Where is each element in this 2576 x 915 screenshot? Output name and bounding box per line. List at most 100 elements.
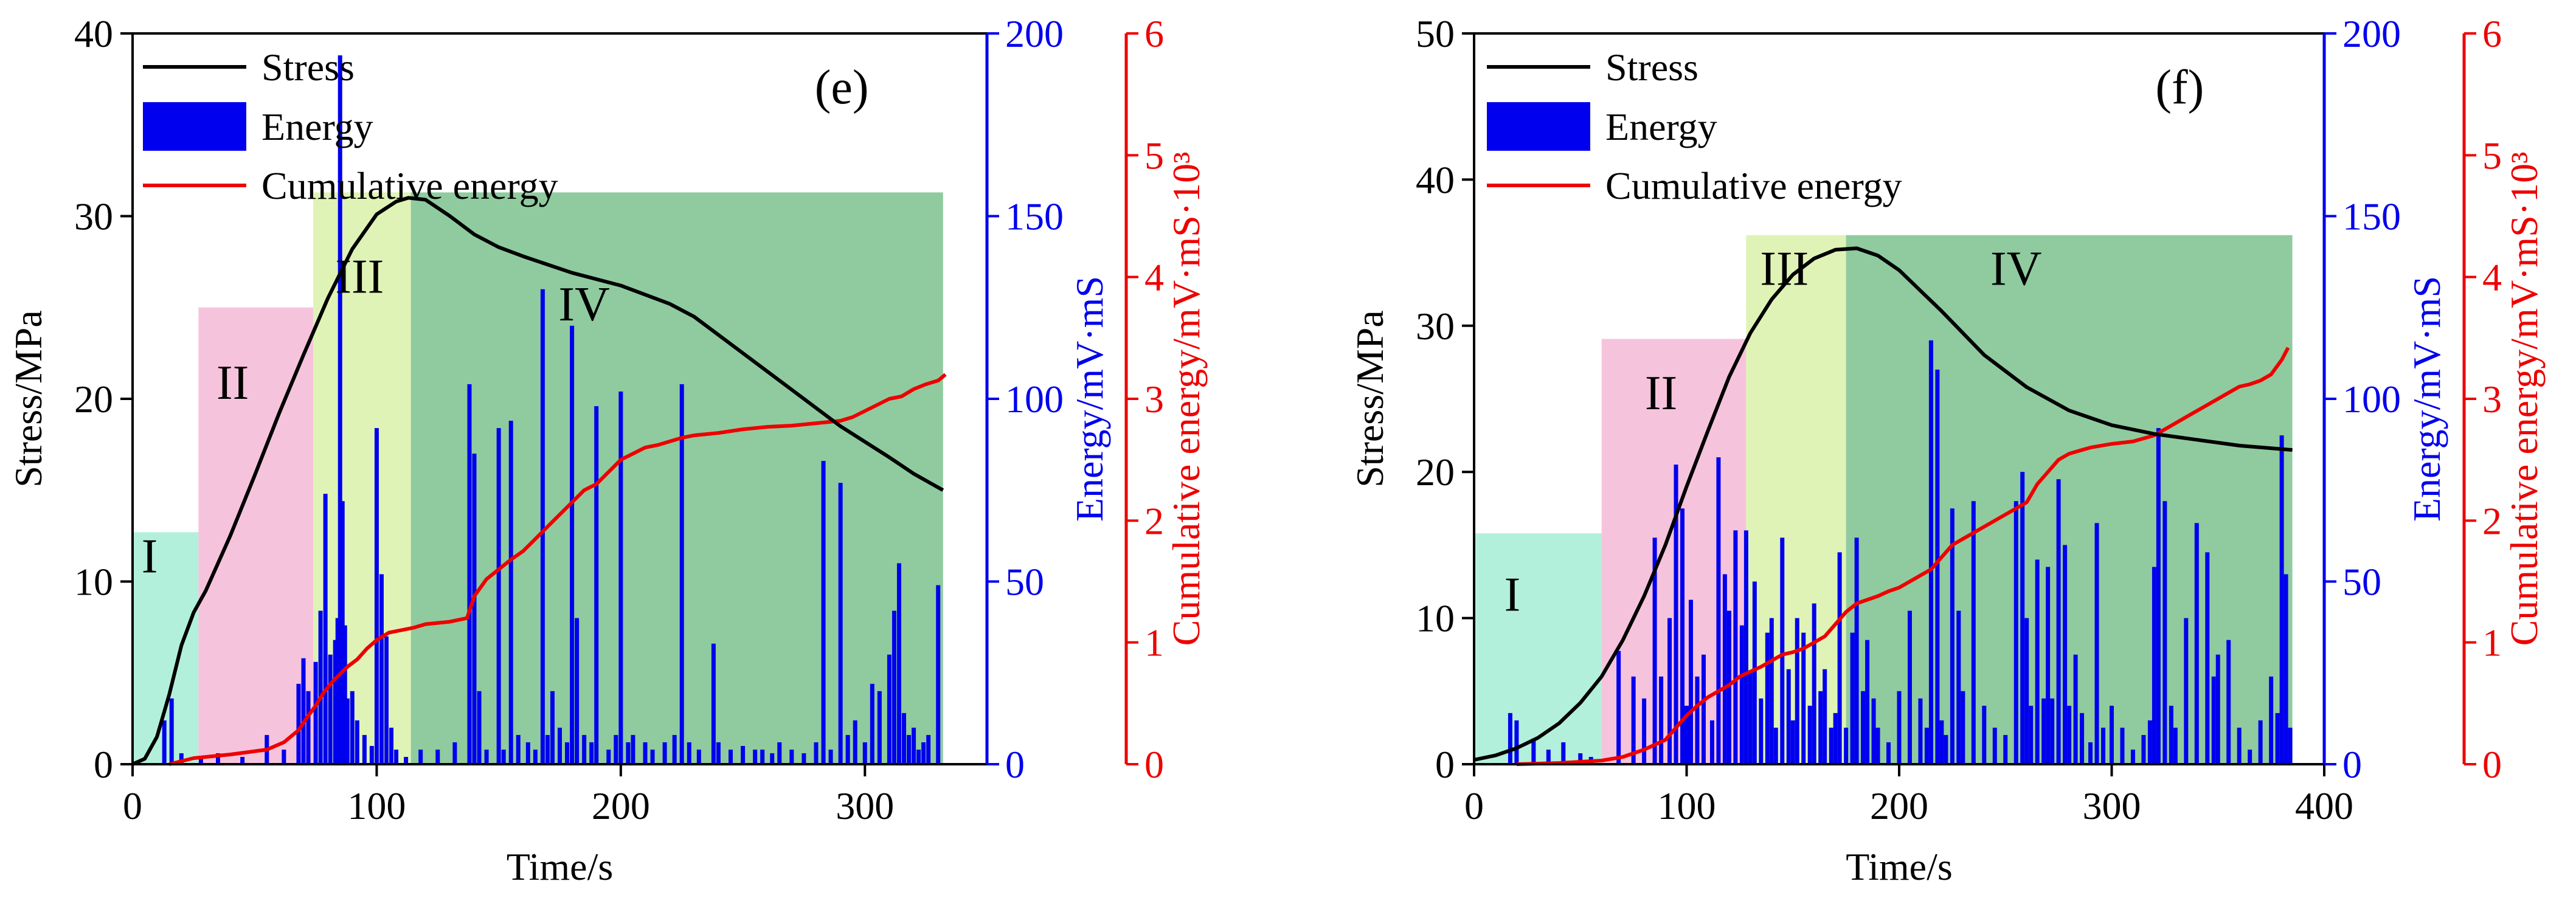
energy-axis-title: Energy/mV·mS: [2405, 276, 2448, 522]
energy-bar: [2046, 567, 2051, 764]
energy-bar: [350, 691, 355, 764]
energy-bar: [1680, 508, 1685, 764]
energy-bar: [1716, 457, 1721, 764]
energy-bar: [565, 742, 570, 764]
cumulative-energy-line: [1516, 347, 2290, 766]
energy-bar: [340, 501, 345, 764]
legend-cumulative-label: Cumulative energy: [1605, 164, 1902, 207]
energy-bar: [926, 734, 931, 764]
energy-bar: [631, 734, 635, 764]
x-tick-label: 100: [1658, 784, 1716, 827]
cumulative-tick-label: 3: [1144, 378, 1164, 421]
energy-bar: [672, 734, 677, 764]
energy-bar: [2258, 720, 2263, 764]
energy-bar: [1695, 676, 1700, 764]
energy-bar: [1992, 727, 1997, 764]
energy-bar: [1950, 508, 1955, 764]
energy-bar: [760, 749, 765, 764]
energy-tick-label: 50: [1005, 561, 1044, 604]
energy-bar: [335, 618, 340, 764]
energy-bar: [770, 753, 775, 764]
legend-energy-swatch: [143, 102, 246, 151]
x-tick-label: 0: [123, 784, 142, 827]
legend-stress-label: Stress: [1605, 46, 1698, 89]
energy-bar: [845, 734, 850, 764]
legend-stress-label: Stress: [261, 46, 355, 89]
energy-bar: [2226, 640, 2231, 764]
x-tick-label: 100: [347, 784, 406, 827]
energy-bar: [1833, 713, 1838, 764]
energy-tick-label: 200: [1005, 12, 1064, 55]
stage-label-I: I: [142, 530, 158, 583]
energy-bar: [589, 742, 594, 764]
energy-bar: [814, 742, 819, 764]
energy-bar: [1854, 537, 1859, 764]
cumulative-tick-label: 1: [1144, 621, 1164, 665]
energy-bar: [2003, 734, 2008, 764]
energy-bar: [2156, 428, 2161, 764]
energy-bar: [1642, 698, 1647, 764]
energy-tick-label: 0: [1005, 743, 1025, 786]
energy-bar: [1659, 676, 1664, 764]
energy-bar: [384, 636, 389, 764]
energy-bar: [516, 734, 521, 764]
energy-bar: [477, 691, 482, 764]
energy-bar: [2184, 618, 2189, 764]
energy-bar: [389, 727, 394, 764]
cumulative-tick-label: 0: [1144, 743, 1164, 786]
energy-tick-label: 100: [2342, 378, 2401, 421]
energy-bar: [753, 749, 758, 764]
x-axis-title: Time/s: [1846, 845, 1953, 888]
cumulative-tick-label: 2: [2482, 499, 2502, 542]
energy-bar: [1837, 552, 1842, 764]
energy-bar: [508, 421, 513, 764]
stage-label-III: III: [1760, 242, 1809, 295]
stress-line: [1473, 246, 2293, 762]
energy-bar: [162, 720, 167, 764]
energy-bar: [1773, 727, 1778, 764]
x-tick-label: 200: [1870, 784, 1928, 827]
energy-bar: [179, 753, 184, 764]
energy-bar: [2029, 705, 2034, 764]
energy-bar: [2248, 749, 2252, 764]
energy-bar: [1759, 698, 1764, 764]
energy-bar: [472, 454, 477, 764]
energy-bar: [1875, 727, 1880, 764]
energy-bar: [1722, 574, 1727, 764]
stress-axis-title: Stress/MPa: [7, 310, 50, 488]
cumulative-tick-label: 1: [2482, 621, 2502, 665]
energy-bar: [2152, 567, 2156, 764]
energy-bar: [802, 753, 806, 764]
energy-bar: [1709, 720, 1714, 764]
energy-bar: [711, 643, 716, 764]
energy-bar: [2073, 654, 2078, 764]
energy-bar: [418, 749, 423, 764]
energy-bar: [570, 325, 575, 764]
stress-tick-label: 0: [1435, 743, 1455, 786]
energy-bar: [1701, 654, 1706, 764]
energy-bar: [853, 720, 857, 764]
energy-bar: [679, 384, 684, 764]
energy-bar: [452, 742, 457, 764]
cumulative-tick-label: 4: [1144, 256, 1164, 299]
energy-bar: [2080, 713, 2085, 764]
stress-axis-title: Stress/MPa: [1348, 310, 1391, 488]
energy-bar: [1823, 669, 1827, 764]
stress-tick-label: 40: [74, 12, 113, 55]
stage-label-I: I: [1504, 568, 1521, 622]
energy-bar: [896, 563, 901, 764]
energy-bar: [169, 698, 174, 764]
energy-bar: [870, 683, 874, 764]
energy-bar: [1765, 632, 1770, 764]
energy-bar: [828, 749, 833, 764]
energy-bar: [1561, 742, 1566, 764]
energy-bar: [1652, 537, 1657, 764]
cumulative-energy-line: [168, 373, 947, 766]
stress-tick-label: 50: [1416, 12, 1455, 55]
legend-energy-label: Energy: [1605, 105, 1717, 148]
energy-bar: [525, 742, 530, 764]
stress-tick-label: 20: [1416, 451, 1455, 494]
stage-label-II: II: [216, 356, 249, 410]
